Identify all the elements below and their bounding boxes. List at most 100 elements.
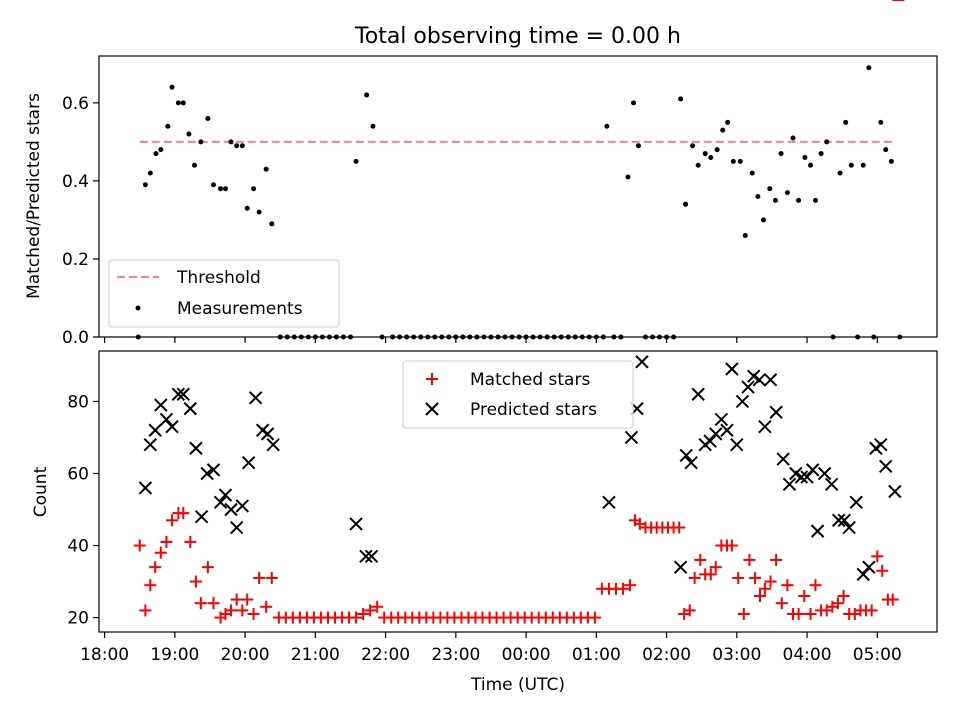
matched-star-point	[177, 507, 190, 520]
threshold-legend-label: Threshold	[176, 268, 261, 288]
top-y-tick-label: 0.4	[62, 172, 89, 192]
measurement-point	[808, 162, 814, 168]
predicted-star-point	[842, 520, 856, 535]
matched-star-point	[144, 579, 157, 592]
predicted-star-point	[224, 502, 238, 517]
measurement-point	[848, 162, 854, 168]
measurement-point	[720, 127, 726, 133]
figure-title: Total observing time = 0.00 h	[354, 24, 681, 49]
matched-star-point	[725, 539, 738, 552]
measurement-point	[714, 147, 720, 153]
matched-legend-marker	[426, 373, 438, 385]
measurement-point	[169, 84, 175, 90]
bottom-axes-frame	[98, 350, 938, 633]
bottom-x-tick-label: 18:00	[80, 645, 129, 665]
bottom-legend-box	[402, 360, 634, 429]
matched-star-point	[775, 597, 788, 610]
predicted-star-point	[349, 517, 363, 531]
measurement-point	[843, 119, 849, 125]
matched-star-point	[241, 593, 254, 606]
measurement-point	[818, 151, 824, 157]
predicted-star-point	[741, 380, 755, 394]
predicted-star-point	[260, 427, 275, 441]
predicted-star-point	[752, 373, 766, 387]
measurement-point	[860, 162, 866, 168]
bottom-x-tick-label: 04:00	[783, 645, 832, 665]
predicted-star-point	[194, 510, 209, 524]
predicted-star-point	[138, 481, 153, 495]
predicted-star-point	[769, 405, 783, 419]
predicted-star-point	[159, 412, 174, 427]
measurement-point	[631, 100, 637, 106]
predicted-star-point	[782, 477, 797, 492]
predicted-star-point	[248, 391, 263, 405]
matched-star-point	[253, 571, 266, 584]
predicted-star-point	[730, 437, 744, 452]
measurement-point	[180, 100, 186, 106]
predicted-star-point	[165, 419, 179, 434]
measurement-point	[228, 139, 234, 145]
predicted-star-point	[735, 394, 750, 409]
top-y-tick-label: 0.2	[62, 250, 89, 270]
predicted-star-point	[874, 437, 888, 452]
predicted-star-point	[703, 434, 717, 448]
top-y-tick-label: 0.0	[62, 328, 89, 348]
predicted-star-point	[213, 495, 228, 510]
matched-star-point	[781, 579, 794, 592]
matched-star-point	[770, 553, 783, 566]
measurement-point	[725, 119, 731, 125]
measurement-point	[695, 162, 701, 168]
bottom-x-tick-label: 03:00	[712, 645, 761, 665]
matched-star-point	[753, 589, 766, 602]
measurements-legend-marker	[135, 305, 141, 311]
predicted-star-point	[266, 437, 280, 452]
bottom-y-tick-label: 60	[67, 464, 89, 484]
predicted-star-point	[691, 387, 705, 401]
predicted-star-point	[763, 373, 778, 387]
measurements-legend-label: Measurements	[177, 299, 303, 319]
matched-star-point	[871, 550, 884, 563]
bottom-plot-content	[133, 0, 905, 624]
predicted-star-point	[673, 560, 688, 574]
matched-star-point	[236, 604, 249, 617]
matched-star-point	[371, 600, 384, 613]
measurement-point	[784, 190, 790, 196]
bottom-y-tick-label: 80	[67, 392, 89, 412]
measurement-point	[737, 158, 743, 164]
predicted-star-point	[602, 495, 616, 510]
predicted-star-point	[624, 430, 639, 445]
measurement-point	[239, 143, 245, 149]
matched-star-point	[737, 607, 750, 620]
predicted-star-point	[856, 567, 870, 582]
bottom-y-tick-label: 40	[67, 537, 89, 557]
measurement-point	[234, 143, 240, 149]
measurement-point	[244, 205, 250, 211]
matched-star-point	[764, 575, 777, 588]
matched-star-point	[160, 535, 173, 548]
matched-star-point	[154, 546, 167, 559]
measurement-point	[888, 158, 894, 164]
predicted-star-point	[171, 387, 186, 401]
predicted-star-point	[725, 362, 739, 376]
measurement-point	[604, 123, 610, 129]
matched-star-point	[184, 535, 197, 548]
predicted-star-point	[849, 495, 863, 510]
bottom-x-tick-label: 01:00	[572, 645, 621, 665]
predicted-star-point	[714, 412, 729, 427]
top-x-ticks	[104, 337, 878, 343]
predicted-star-point	[879, 459, 893, 473]
matched-star-point	[865, 604, 878, 617]
matched-star-point	[230, 593, 243, 606]
predicted-star-point	[200, 466, 214, 481]
measurement-point	[256, 209, 262, 215]
measurement-point	[192, 162, 198, 168]
bottom-x-tick-label: 22:00	[361, 645, 410, 665]
predicted-star-point	[154, 398, 168, 412]
measurement-point	[186, 131, 192, 137]
matched-star-point	[831, 597, 844, 610]
bottom-x-axis-label: Time (UTC)	[470, 675, 565, 695]
predicted-star-point	[776, 452, 790, 466]
measurement-point	[218, 186, 224, 192]
predicted-star-point	[189, 441, 203, 455]
measurement-point	[812, 197, 818, 203]
